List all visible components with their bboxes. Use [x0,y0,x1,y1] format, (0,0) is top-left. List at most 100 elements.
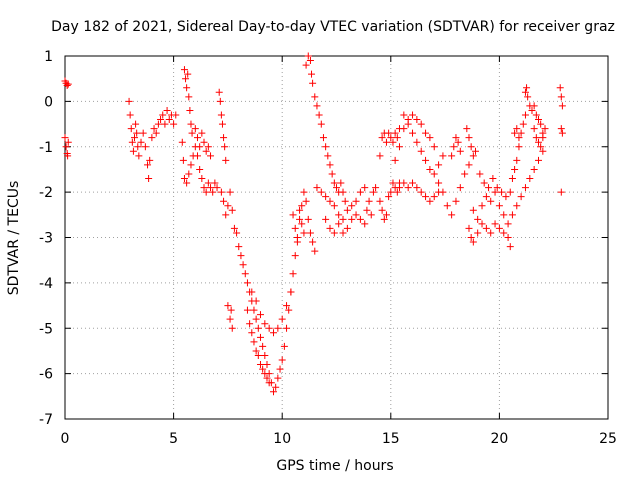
data-point [515,143,523,151]
data-point [417,120,425,128]
data-point [217,188,225,196]
data-point [469,152,477,160]
data-point [250,306,258,314]
data-point [226,315,234,323]
data-point [556,84,564,92]
data-point [222,156,230,164]
data-point [413,184,421,192]
data-point [513,156,521,164]
data-point [491,220,499,228]
data-point [202,147,210,155]
data-point [487,229,495,237]
chart-title: Day 182 of 2021, Sidereal Day-to-day VTE… [51,19,615,35]
data-point [64,138,72,146]
data-point [391,129,399,137]
data-point [506,243,514,251]
data-point [270,329,278,337]
data-point [265,324,273,332]
x-tick-label: 25 [599,431,617,447]
data-point [430,170,438,178]
data-point [283,302,291,310]
data-point [263,361,271,369]
data-point [193,134,201,142]
data-point [521,111,529,119]
data-point [448,152,456,160]
data-point [439,152,447,160]
data-point [378,206,386,214]
data-point [367,211,375,219]
data-point [228,324,236,332]
data-point [530,125,538,133]
data-point [165,116,173,124]
x-tick-label: 0 [61,431,70,447]
data-point [452,197,460,205]
data-point [539,134,547,142]
data-point [152,129,160,137]
data-point [150,125,158,133]
data-point [376,197,384,205]
data-point [504,234,512,241]
data-point [252,347,260,355]
data-point [322,215,330,223]
data-point [220,197,228,205]
data-point [537,143,545,151]
data-point [207,184,215,192]
data-point [133,129,141,137]
data-point [330,202,338,210]
y-tick-label: 1 [44,49,53,65]
data-point [154,120,162,128]
data-point [254,324,262,332]
data-point [356,188,364,196]
data-point [322,193,330,201]
data-point [495,224,503,232]
data-point [172,111,180,119]
data-point [139,129,147,137]
data-point [61,134,69,142]
data-point [317,120,325,128]
data-point [274,374,282,382]
data-point [478,202,486,210]
y-tick-label: -5 [39,321,53,337]
data-point [246,320,254,328]
data-point [309,238,317,246]
data-point [127,125,135,133]
data-point [187,120,195,128]
data-point [62,143,70,151]
data-point [463,125,471,133]
data-point [230,224,238,232]
data-point [330,229,338,237]
data-point [534,138,542,146]
data-point [482,224,490,232]
data-point [435,161,443,169]
data-point [137,138,145,146]
data-point [532,111,540,119]
data-point [296,215,304,223]
data-point [128,138,136,146]
data-point [278,315,286,323]
data-point [430,193,438,201]
y-tick-label: -6 [39,367,53,383]
data-point [521,88,529,96]
data-point [163,106,171,114]
data-point [241,270,249,278]
data-point [558,129,566,137]
data-point [313,184,321,192]
data-point [63,81,71,89]
data-point [183,179,191,187]
data-point [191,125,199,133]
data-point [283,324,291,332]
data-point [200,184,208,192]
data-point [306,229,314,237]
data-point [227,306,235,314]
data-point [382,138,390,146]
data-point [261,351,269,359]
y-tick-label: -7 [39,412,53,428]
data-point [393,134,401,142]
data-point [557,125,565,133]
data-point [144,161,152,169]
data-point [511,129,519,137]
data-point [126,111,134,119]
data-point [500,211,508,219]
data-point [196,143,204,151]
data-point [298,202,306,210]
